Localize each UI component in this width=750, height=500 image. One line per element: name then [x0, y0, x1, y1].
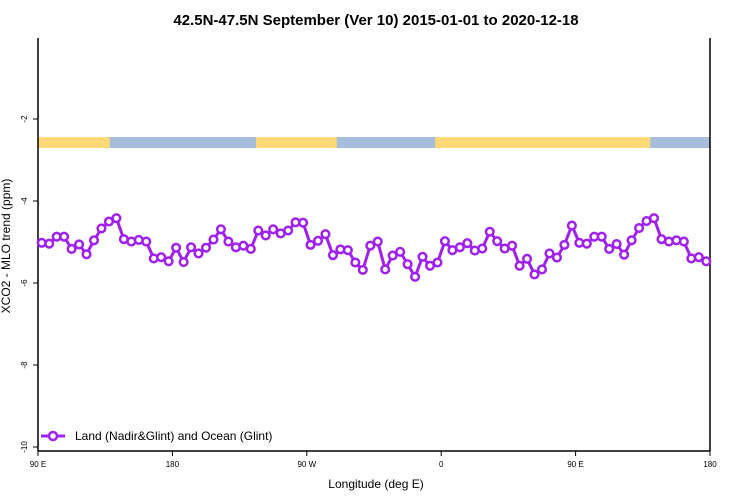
y-tick-label: -4 — [20, 197, 29, 205]
data-point — [320, 229, 331, 240]
data-point — [74, 239, 85, 250]
data-point — [253, 225, 264, 236]
data-point — [357, 264, 368, 275]
data-point — [581, 238, 592, 249]
band-segment-ocean — [109, 137, 257, 148]
data-point — [380, 264, 391, 275]
data-point — [439, 236, 450, 247]
x-tick-label: 90 E — [567, 460, 583, 469]
legend-marker — [47, 430, 59, 442]
data-point — [417, 251, 428, 262]
legend-label: Land (Nadir&Glint) and Ocean (Glint) — [75, 429, 272, 443]
data-point — [514, 260, 525, 271]
band-segment-land — [38, 137, 111, 148]
data-point — [163, 256, 174, 267]
data-point — [327, 250, 338, 261]
data-point — [432, 257, 443, 268]
series-line — [36, 213, 712, 282]
data-point — [81, 249, 92, 260]
data-point — [484, 226, 495, 237]
data-point — [402, 259, 413, 270]
y-tick-label: -10 — [20, 441, 29, 453]
data-point — [260, 230, 271, 241]
data-point — [604, 243, 615, 255]
data-point — [596, 231, 607, 242]
data-point — [283, 225, 294, 236]
x-tick-label: 180 — [166, 460, 180, 469]
data-point — [156, 252, 167, 263]
data-point — [215, 224, 226, 235]
data-point — [619, 249, 630, 260]
surface-band — [38, 137, 711, 148]
data-point — [454, 242, 465, 253]
band-segment-ocean — [336, 137, 436, 148]
data-point — [410, 271, 421, 282]
data-point — [462, 238, 473, 249]
data-point — [507, 240, 518, 251]
data-point — [245, 243, 256, 255]
data-point — [395, 246, 406, 257]
data-point — [566, 220, 577, 231]
data-point — [350, 257, 361, 268]
data-point — [648, 213, 660, 224]
y-axis-label: XCO2 - MLO trend (ppm) — [0, 179, 13, 314]
data-point — [626, 235, 637, 246]
legend: Land (Nadir&Glint) and Ocean (Glint) — [41, 429, 272, 443]
x-tick-label: 0 — [439, 460, 444, 469]
data-point — [96, 223, 107, 234]
chart-title: 42.5N-47.5N September (Ver 10) 2015-01-0… — [173, 12, 578, 29]
data-point — [193, 248, 204, 259]
y-tick-label: -2 — [20, 115, 29, 123]
data-point — [298, 217, 309, 228]
data-point — [208, 234, 219, 245]
x-tick-label: 90 E — [30, 460, 46, 469]
axes: 90 E 180 90 W 0 90 E 180 -2 -4 -6 -8 -10 — [20, 38, 717, 469]
data-point — [66, 243, 77, 255]
data-point — [59, 231, 70, 242]
data-point — [88, 235, 100, 246]
data-point — [634, 223, 645, 234]
band-segment-land — [517, 137, 651, 148]
data-point — [186, 242, 197, 253]
data-point — [611, 239, 622, 250]
data-point — [141, 236, 152, 247]
data-point — [268, 224, 279, 235]
data-point — [178, 257, 189, 268]
data-point — [200, 242, 212, 253]
data-point — [492, 236, 503, 247]
band-segment-land — [256, 137, 338, 148]
data-point — [111, 213, 122, 224]
data-point — [544, 248, 555, 259]
data-point — [171, 242, 182, 253]
data-point — [372, 236, 383, 247]
data-point — [701, 256, 712, 267]
data-point — [312, 235, 324, 246]
data-point — [536, 264, 548, 275]
data-point — [387, 250, 398, 261]
x-tick-label: 90 W — [297, 460, 316, 469]
data-point — [342, 245, 353, 256]
x-axis-label: Longitude (deg E) — [328, 477, 423, 491]
y-tick-label: -6 — [20, 279, 29, 287]
data-point — [44, 238, 55, 249]
data-point — [522, 253, 533, 264]
band-segment-land — [435, 137, 518, 148]
data-point — [693, 252, 704, 263]
y-tick-label: -8 — [20, 361, 29, 369]
band-segment-ocean — [650, 137, 711, 148]
x-tick-label: 180 — [703, 460, 717, 469]
data-point — [305, 239, 316, 250]
data-point — [551, 252, 562, 263]
data-point — [477, 243, 488, 254]
data-point — [529, 269, 540, 280]
data-point — [678, 236, 689, 247]
data-point — [223, 236, 234, 247]
data-point — [365, 240, 376, 251]
data-point — [559, 239, 570, 250]
